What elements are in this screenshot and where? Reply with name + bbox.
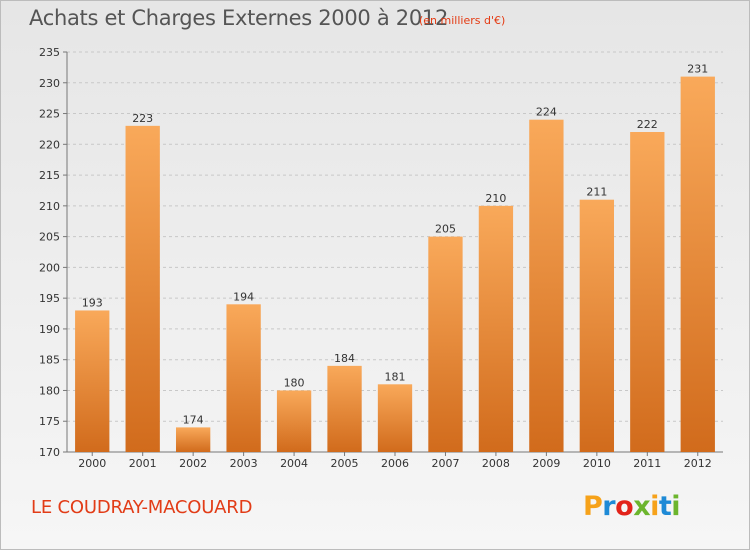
x-tick-label: 2005: [331, 457, 359, 470]
bar: [529, 119, 564, 452]
x-tick-label: 2001: [129, 457, 157, 470]
proxiti-logo: Proxiti: [583, 491, 681, 522]
x-tick-label: 2003: [230, 457, 258, 470]
bar: [125, 125, 160, 452]
data-label: 231: [687, 63, 708, 76]
commune-name: LE COUDRAY-MACOUARD: [31, 497, 253, 518]
data-label: 193: [82, 296, 103, 309]
data-label: 174: [183, 413, 204, 426]
x-tick-label: 2004: [280, 457, 308, 470]
y-tick-label: 195: [39, 292, 60, 305]
data-label: 194: [233, 290, 254, 303]
bar: [175, 427, 211, 452]
y-tick-label: 180: [39, 384, 60, 397]
tick-labels: 170 175 180 185 190 195 200 205 210 215 220 225 230 2…: [39, 46, 712, 470]
y-tick-label: 175: [39, 415, 60, 428]
bar: [276, 390, 312, 452]
y-tick-label: 205: [39, 231, 60, 244]
bar: [226, 304, 261, 452]
y-tick-label: 200: [39, 261, 60, 274]
chart-subtitle: (en milliers d'€): [419, 14, 506, 27]
x-tick-label: 2011: [633, 457, 661, 470]
data-label: 180: [284, 376, 305, 389]
logo-letter: P: [583, 491, 603, 522]
y-tick-label: 210: [39, 200, 60, 213]
bars: [75, 76, 715, 452]
y-tick-label: 220: [39, 138, 60, 151]
x-tick-label: 2006: [381, 457, 409, 470]
bar: [377, 384, 413, 452]
y-tick-label: 230: [39, 77, 60, 90]
logo-letter: t: [658, 491, 672, 522]
x-tick-label: 2012: [684, 457, 712, 470]
data-label: 222: [637, 118, 658, 131]
bar: [327, 365, 362, 452]
x-tick-label: 2007: [431, 457, 459, 470]
data-label: 184: [334, 352, 355, 365]
x-tick-label: 2000: [78, 457, 106, 470]
logo-letter: x: [633, 491, 651, 522]
data-label: 211: [586, 186, 607, 199]
x-tick-label: 2010: [583, 457, 611, 470]
data-label: 210: [485, 192, 506, 205]
y-tick-label: 190: [39, 323, 60, 336]
logo-letter: i: [650, 491, 659, 522]
x-tick-label: 2008: [482, 457, 510, 470]
chart-title: Achats et Charges Externes 2000 à 2012: [29, 6, 449, 30]
bar: [478, 205, 514, 452]
bar: [680, 76, 715, 452]
data-label: 223: [132, 112, 153, 125]
bar: [75, 310, 110, 452]
y-tick-label: 225: [39, 108, 60, 121]
data-label: 181: [385, 370, 406, 383]
data-label: 205: [435, 223, 456, 236]
logo-letter: r: [602, 491, 616, 522]
y-tick-label: 235: [39, 46, 60, 59]
x-tick-label: 2009: [532, 457, 560, 470]
x-tick-label: 2002: [179, 457, 207, 470]
logo-letter: o: [615, 491, 634, 522]
y-tick-label: 170: [39, 446, 60, 459]
bar: [428, 236, 463, 452]
bar: [579, 199, 615, 452]
y-tick-label: 215: [39, 169, 60, 182]
data-labels: 193 223 174 194 180 184 181 205 210 224 211 222 231: [82, 63, 709, 427]
logo-letter: i: [671, 491, 681, 522]
grid-lines: [67, 51, 723, 422]
y-tick-label: 185: [39, 354, 60, 367]
data-label: 224: [536, 106, 557, 119]
bar: [630, 132, 665, 452]
